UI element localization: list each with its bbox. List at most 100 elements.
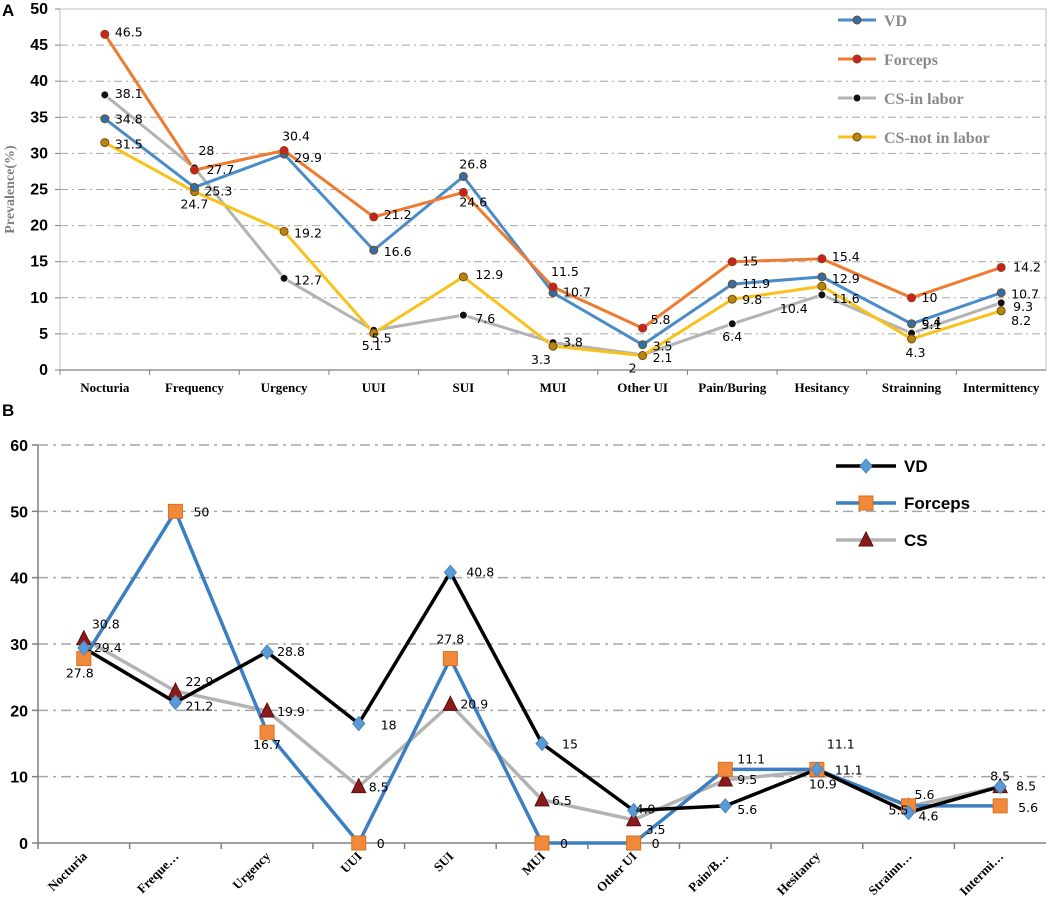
data-label: 24.7 <box>180 197 208 212</box>
data-label: 15.4 <box>832 249 860 264</box>
data-label: 34.8 <box>115 112 143 127</box>
panel-b-xtick-label: Other UI <box>593 849 639 895</box>
legend-marker-forceps <box>858 495 874 511</box>
panel-a-y-axis-label: Prevalence(%) <box>3 145 18 234</box>
data-label: 18 <box>381 718 397 733</box>
data-point-forceps <box>548 282 558 292</box>
data-point-vd <box>458 172 468 182</box>
data-label: 21.2 <box>185 698 213 713</box>
legend-label: CS <box>904 531 928 550</box>
data-label: 30.8 <box>92 617 120 632</box>
data-point-vd <box>993 778 1007 795</box>
legend-marker-cs-in-labor <box>852 93 862 103</box>
data-point-vd <box>638 340 648 350</box>
data-label: 38.1 <box>115 86 143 101</box>
panel-a-ytick-label: 15 <box>30 254 48 271</box>
data-label: 5.6 <box>915 787 935 802</box>
data-point-vd <box>817 272 827 282</box>
data-point-vd <box>260 644 274 660</box>
panel-b-label: B <box>2 401 14 420</box>
panel-a-label: A <box>2 1 14 20</box>
data-label: 10.7 <box>1011 287 1039 302</box>
data-label: 10 <box>922 290 938 305</box>
data-point-forceps <box>996 262 1006 272</box>
data-point-cs-in-labor <box>100 90 110 100</box>
data-label: 2.1 <box>653 350 673 365</box>
data-label: 7.6 <box>475 311 495 326</box>
data-label: 5.6 <box>1018 800 1038 815</box>
legend-label: Forceps <box>884 52 938 69</box>
data-label: 5.8 <box>651 312 671 327</box>
data-label: 31.5 <box>115 137 143 152</box>
data-label: 3.5 <box>646 822 666 837</box>
data-label: 12.7 <box>294 272 322 287</box>
data-point-forceps <box>189 165 199 175</box>
data-point-forceps <box>638 323 648 333</box>
data-label: 0 <box>560 836 568 851</box>
data-label: 11.1 <box>737 751 765 766</box>
data-point-cs-in-labor <box>279 273 289 283</box>
data-point-vd <box>810 761 824 778</box>
panel-a-ytick-label: 25 <box>30 182 48 199</box>
data-label: 6.4 <box>922 314 942 329</box>
data-point-cs <box>717 770 734 787</box>
data-label: 8.2 <box>1011 313 1031 328</box>
data-label: 19.2 <box>294 225 322 240</box>
data-point-forceps <box>442 651 458 667</box>
series-line-cs-in-labor <box>103 93 1002 357</box>
panel-a-xtick-label: Urgency <box>261 380 308 395</box>
panel-b-xtick-label: SUI <box>431 849 457 875</box>
data-point-cs <box>442 695 459 711</box>
data-label: 9.3 <box>1013 299 1033 314</box>
panel-a-ytick-label: 0 <box>39 362 48 379</box>
data-label: 10.4 <box>780 301 808 316</box>
data-point-cs-not-in-labor <box>369 328 379 338</box>
data-point-forceps <box>279 146 289 156</box>
data-label: 21.2 <box>384 207 412 222</box>
panel-b-xtick-label: Nocturia <box>45 848 91 894</box>
data-point-vd <box>907 319 917 329</box>
panel-a-xtick-label: Hesitancy <box>794 380 849 395</box>
data-label: 5.1 <box>362 338 382 353</box>
panel-b-ytick-label: 10 <box>10 770 28 787</box>
panel-a-ytick-label: 30 <box>30 145 48 162</box>
panel-b-ytick-label: 30 <box>10 637 28 654</box>
data-label: 11.5 <box>551 264 579 279</box>
data-point-forceps <box>458 187 468 197</box>
data-label: 15 <box>742 254 758 269</box>
panel-b-xtick-label: Hesitancy <box>774 848 824 898</box>
data-point-cs-not-in-labor <box>548 341 558 351</box>
data-point-forceps <box>167 503 183 519</box>
data-point-vd <box>718 798 732 814</box>
data-point-vd <box>189 182 199 192</box>
data-point-cs-not-in-labor <box>727 294 737 304</box>
data-label: 6.4 <box>722 329 742 344</box>
data-point-vd <box>369 245 379 255</box>
data-label: 26.8 <box>459 157 487 172</box>
panel-a-ytick-label: 10 <box>30 290 48 307</box>
data-label: 3.8 <box>563 335 583 350</box>
data-label: 8.5 <box>369 780 389 795</box>
data-label: 40.8 <box>466 564 494 579</box>
data-point-vd <box>901 804 916 821</box>
data-label: 11.6 <box>832 291 860 306</box>
panel-b-ytick-label: 60 <box>10 438 28 455</box>
data-point-forceps <box>534 835 550 851</box>
data-point-forceps <box>100 29 110 39</box>
panel-b-ytick-label: 20 <box>10 703 28 720</box>
legend-label: VD <box>904 457 928 476</box>
data-point-cs-not-in-labor <box>638 351 648 361</box>
panel-a-ytick-label: 5 <box>39 326 48 343</box>
data-point-vd <box>77 640 91 656</box>
data-label: 5.5 <box>889 803 909 818</box>
data-label: 30.4 <box>282 129 310 144</box>
data-point-forceps <box>727 257 737 267</box>
panel-b-ytick-label: 0 <box>19 836 28 853</box>
data-label: 27.7 <box>206 162 234 177</box>
data-point-cs <box>259 701 275 718</box>
legend-label: VD <box>884 13 907 30</box>
data-label: 11.1 <box>827 736 855 751</box>
data-point-cs-in-labor <box>817 290 827 300</box>
data-label: 4.6 <box>919 808 939 823</box>
data-point-vd <box>443 564 458 581</box>
